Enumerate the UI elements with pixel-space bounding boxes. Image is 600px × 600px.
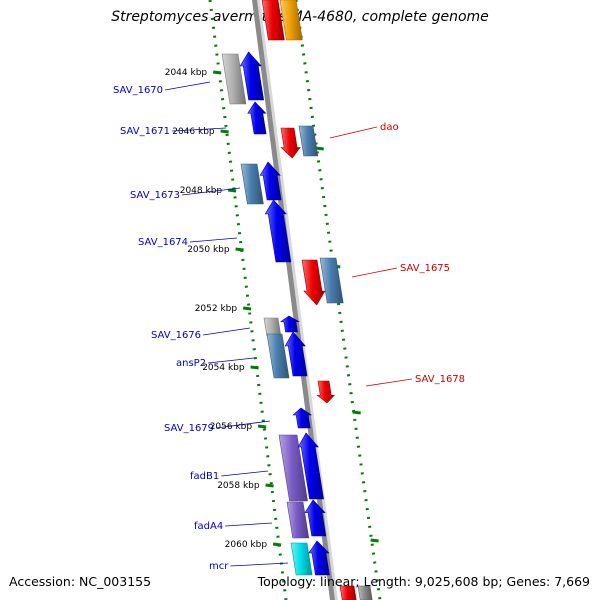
leader-line-left bbox=[202, 327, 251, 336]
gene-dao-partner[interactable] bbox=[298, 125, 319, 157]
leader-line-right bbox=[329, 126, 378, 139]
leader-line-right bbox=[351, 267, 398, 278]
scale-label: 2052 kbp bbox=[195, 304, 238, 314]
scale-label: 2060 kbp bbox=[225, 540, 268, 550]
leader-line-left bbox=[215, 420, 271, 429]
scale-tick bbox=[220, 129, 229, 134]
gene-label-left[interactable]: SAV_1676 bbox=[151, 330, 201, 341]
scale-tick bbox=[272, 542, 282, 547]
gene-label-left[interactable]: mcr bbox=[209, 561, 229, 572]
gene-label-left[interactable]: fadA4 bbox=[194, 521, 223, 532]
gene-top-red[interactable] bbox=[261, 0, 285, 41]
gene-sav1675-partner[interactable] bbox=[319, 257, 344, 304]
gene-sav1673-a[interactable] bbox=[240, 163, 264, 205]
scale-ruler-left bbox=[208, 0, 288, 600]
gene-sav1674[interactable] bbox=[264, 199, 292, 263]
genome-title: Streptomyces avermitilis MA-4680, comple… bbox=[111, 9, 489, 25]
leader-line-right bbox=[365, 378, 413, 387]
gene-label-right[interactable]: SAV_1675 bbox=[400, 263, 450, 274]
gene-fada4[interactable] bbox=[286, 501, 310, 539]
scale-tick-right bbox=[352, 410, 361, 415]
gene-label-left[interactable]: fadB1 bbox=[190, 471, 219, 482]
gene-sav1675[interactable] bbox=[301, 259, 326, 306]
gene-dao[interactable] bbox=[280, 127, 301, 159]
leader-line-left bbox=[221, 470, 269, 477]
gene-sav1678[interactable] bbox=[316, 380, 335, 404]
scale-label: 2050 kbp bbox=[187, 245, 230, 255]
scale-label: 2046 kbp bbox=[172, 127, 215, 137]
gene-sav1671[interactable] bbox=[247, 101, 267, 135]
scale-tick-right bbox=[315, 146, 324, 151]
gene-sav1670[interactable] bbox=[239, 51, 265, 101]
scale-label: 2044 kbp bbox=[165, 68, 208, 78]
gene-fadb1-b[interactable] bbox=[297, 432, 324, 500]
leader-line-left bbox=[208, 357, 255, 364]
gene-mcr-b[interactable] bbox=[308, 540, 330, 576]
scale-ruler-right bbox=[294, 0, 382, 600]
gene-bottom-red[interactable] bbox=[339, 585, 357, 600]
scale-label: 2058 kbp bbox=[217, 481, 260, 491]
scale-tick bbox=[242, 306, 252, 311]
gene-bottom-grey[interactable] bbox=[357, 585, 373, 600]
gene-label-left[interactable]: SAV_1671 bbox=[120, 126, 170, 137]
leader-line-left bbox=[225, 522, 273, 527]
gene-label-left[interactable]: ansP2 bbox=[176, 358, 206, 369]
scale-label: 2048 kbp bbox=[180, 186, 223, 196]
gene-small[interactable] bbox=[279, 315, 301, 333]
gene-label-left[interactable]: SAV_1670 bbox=[113, 85, 163, 96]
gene-grey-1[interactable] bbox=[221, 53, 247, 105]
gene-label-left[interactable]: SAV_1679 bbox=[164, 423, 214, 434]
scale-tick bbox=[265, 483, 274, 488]
scale-tick bbox=[212, 70, 222, 75]
gene-label-left[interactable]: SAV_1673 bbox=[130, 190, 180, 201]
scale-tick bbox=[235, 247, 244, 252]
leader-line-left bbox=[230, 562, 289, 567]
leader-line-left bbox=[181, 187, 241, 196]
leader-line-left bbox=[164, 81, 211, 91]
scale-tick bbox=[227, 188, 237, 193]
gene-label-right[interactable]: SAV_1678 bbox=[415, 374, 465, 385]
scale-tick-right bbox=[370, 538, 379, 543]
gene-sav1676[interactable] bbox=[266, 333, 290, 379]
gene-grey-2[interactable] bbox=[263, 317, 282, 337]
accession-text: Accession: NC_003155 bbox=[9, 574, 152, 589]
leader-line-left bbox=[172, 127, 227, 132]
scale-tick bbox=[257, 424, 267, 429]
gene-ansp2[interactable] bbox=[284, 331, 308, 377]
scale-label: 2054 kbp bbox=[202, 363, 245, 373]
gene-fada4-b[interactable] bbox=[304, 499, 327, 537]
scale-label: 2056 kbp bbox=[210, 422, 253, 432]
genome-backbone-edge bbox=[257, 0, 338, 600]
gene-top-orange[interactable] bbox=[279, 0, 303, 41]
scale-tick bbox=[250, 365, 259, 370]
genome-summary-text: Topology: linear; Length: 9,025,608 bp; … bbox=[257, 574, 590, 589]
gene-label-left[interactable]: SAV_1674 bbox=[138, 237, 188, 248]
gene-label-right[interactable]: dao bbox=[380, 122, 399, 133]
gene-sav1673[interactable] bbox=[259, 161, 282, 201]
gene-mcr[interactable] bbox=[290, 542, 313, 576]
gene-fadb1[interactable] bbox=[278, 434, 308, 502]
leader-line-left bbox=[189, 237, 238, 243]
gene-sav1679[interactable] bbox=[292, 407, 313, 429]
